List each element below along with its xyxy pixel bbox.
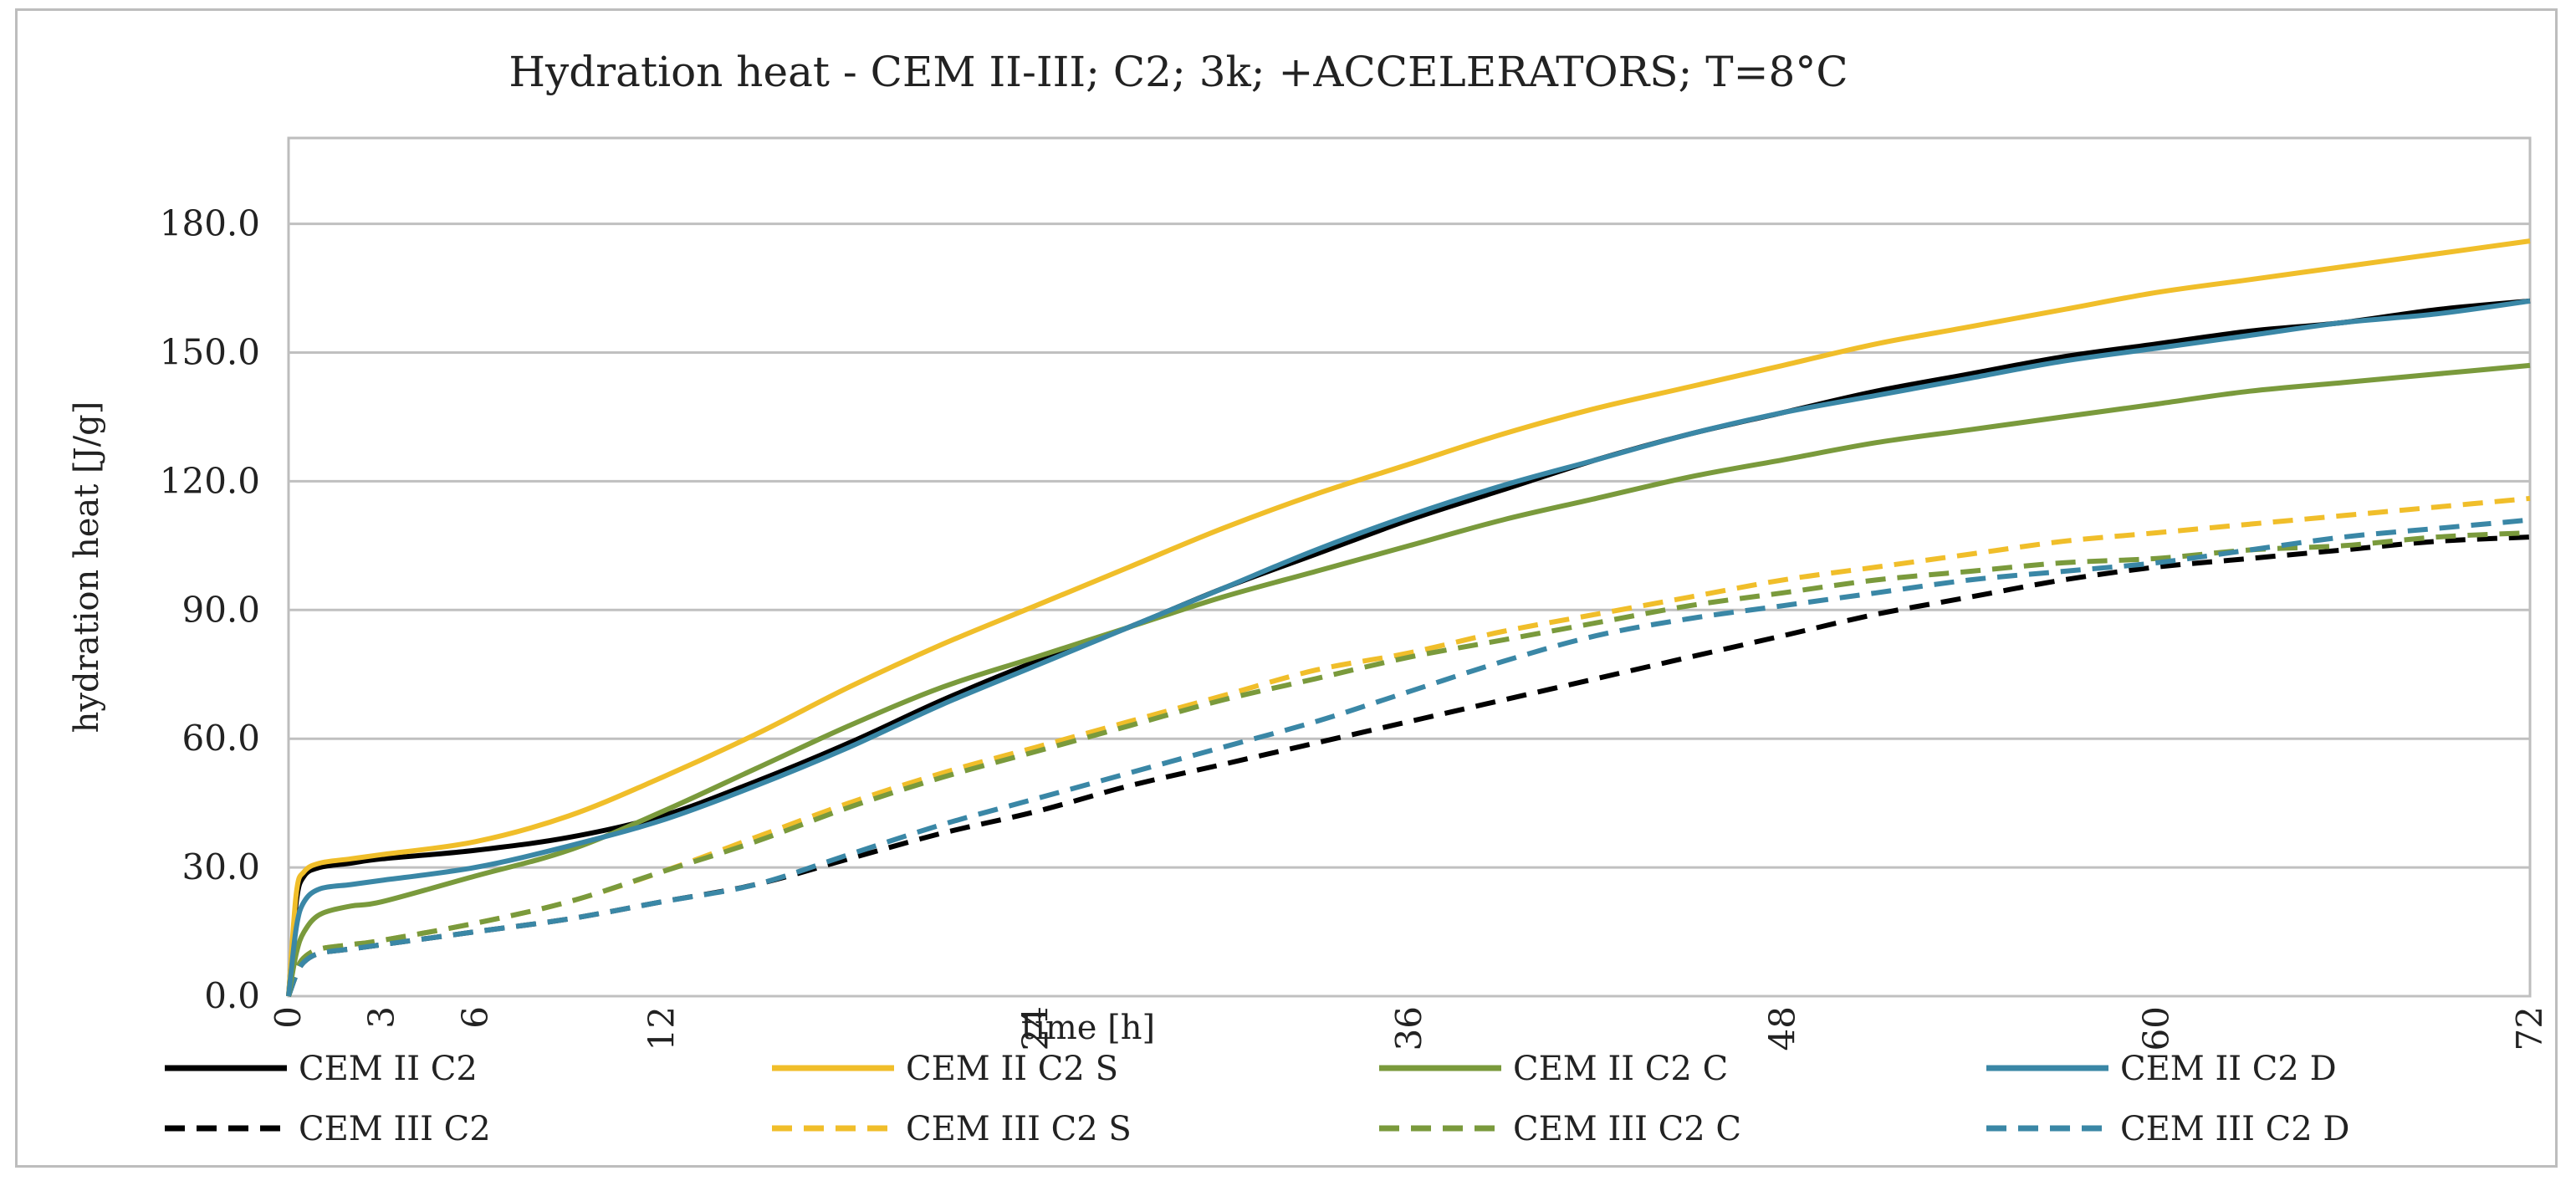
- legend-label: CEM II C2 C: [1513, 1050, 1728, 1088]
- y-tick-label: 120.0: [160, 460, 260, 501]
- x-tick-label: 24: [1015, 1006, 1055, 1051]
- x-axis: 0 3 6 12 24 36 48 60 72: [268, 1006, 2550, 1051]
- y-tick-label: 0.0: [204, 975, 260, 1016]
- x-tick-label: 6: [454, 1006, 495, 1029]
- plot-area: [287, 136, 2532, 998]
- x-tick-label: 48: [1762, 1006, 1803, 1051]
- series-line-cem-iii-c2-d: [286, 517, 2531, 998]
- legend-label: CEM II C2 S: [906, 1050, 1118, 1088]
- series-lines: [286, 238, 2531, 998]
- x-tick-label: 12: [641, 1006, 682, 1051]
- chart-frame: Hydration heat - CEM II-III; C2; 3k; +AC…: [15, 8, 2558, 1168]
- legend-label: CEM III C2 S: [906, 1110, 1132, 1148]
- series-line-cem-ii-c2-s: [286, 238, 2531, 997]
- legend-label: CEM III C2: [299, 1110, 491, 1148]
- series-line-cem-iii-c2-s: [286, 495, 2531, 997]
- series-line-cem-ii-c2-d: [286, 298, 2531, 997]
- series-line-cem-iii-c2-c: [286, 530, 2531, 997]
- y-tick-label: 180.0: [160, 203, 260, 244]
- grid: [289, 222, 2530, 998]
- x-tick-label: 0: [268, 1006, 309, 1029]
- x-tick-label: 60: [2135, 1006, 2176, 1051]
- chart: Hydration heat - CEM II-III; C2; 3k; +AC…: [68, 48, 2550, 1148]
- x-tick-label: 72: [2509, 1006, 2550, 1051]
- y-axis: 0.0 30.0 60.0 90.0 120.0 150.0 180.0: [160, 203, 260, 1016]
- x-tick-label: 36: [1388, 1006, 1429, 1051]
- legend: CEM II C2 CEM II C2 S CEM II C2 C CEM II C2…: [165, 1050, 2349, 1148]
- y-tick-label: 90.0: [181, 589, 260, 630]
- series-line-cem-ii-c2-c: [286, 362, 2531, 997]
- y-tick-label: 60.0: [181, 718, 260, 759]
- y-tick-label: 150.0: [160, 332, 260, 373]
- chart-title: Hydration heat - CEM II-III; C2; 3k; +AC…: [509, 48, 1848, 96]
- legend-label: CEM III C2 C: [1513, 1110, 1741, 1148]
- legend-label: CEM III C2 D: [2120, 1110, 2349, 1148]
- y-tick-label: 30.0: [181, 846, 260, 887]
- legend-label: CEM II C2 D: [2120, 1050, 2337, 1088]
- x-axis-label: time [h]: [1021, 1009, 1155, 1047]
- y-axis-label: hydration heat [J/g]: [68, 401, 106, 734]
- x-tick-label: 3: [361, 1006, 402, 1029]
- legend-label: CEM II C2: [299, 1050, 478, 1088]
